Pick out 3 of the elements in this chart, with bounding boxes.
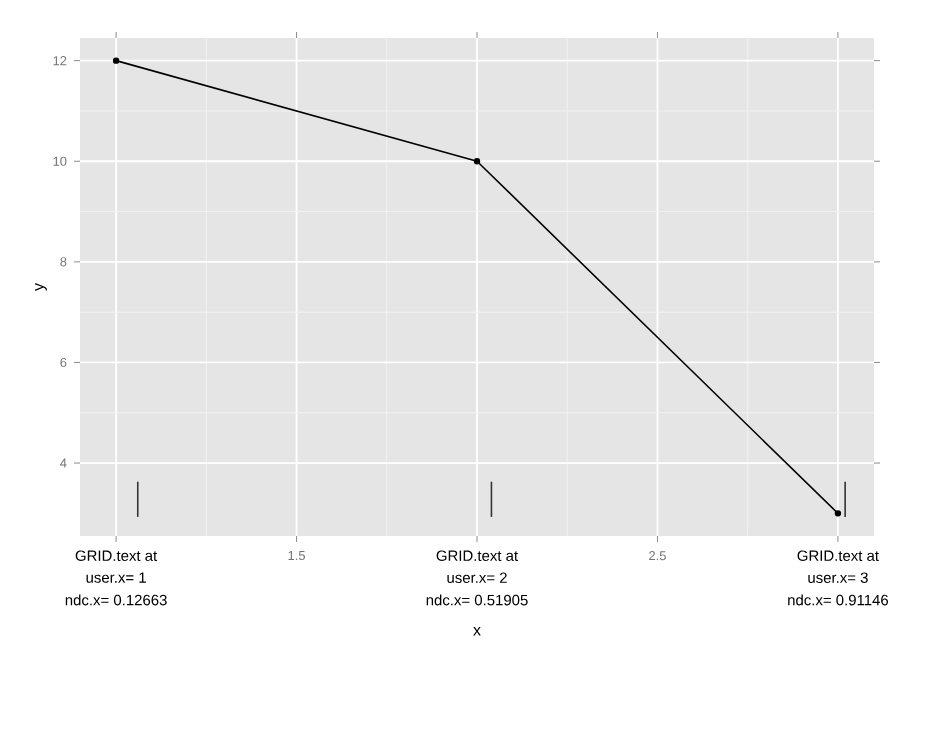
point — [473, 158, 481, 165]
point — [112, 57, 120, 64]
point — [834, 510, 842, 517]
